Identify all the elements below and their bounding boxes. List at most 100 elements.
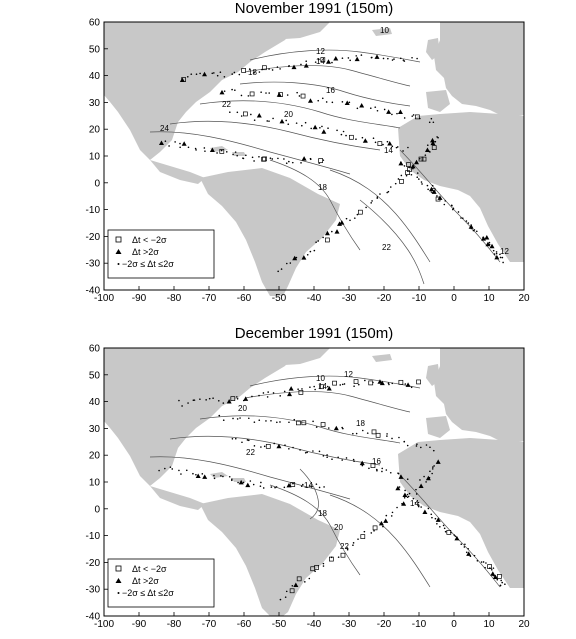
triangle-marker	[489, 243, 495, 249]
triangle-marker	[414, 159, 420, 165]
legend-label: Δt >2σ	[132, 247, 159, 257]
x-tick-label: -40	[307, 293, 322, 304]
y-tick-label: 20	[89, 451, 101, 462]
triangle-marker	[333, 56, 339, 61]
dot-marker	[391, 382, 394, 385]
triangle-marker	[243, 396, 249, 401]
square-marker	[418, 156, 424, 162]
dot-marker	[347, 57, 350, 59]
dot-marker	[309, 485, 311, 487]
triangle-marker	[435, 459, 441, 464]
dot-marker	[302, 483, 304, 486]
dot-marker	[411, 56, 413, 59]
dot-marker	[361, 429, 364, 432]
dot-marker	[266, 120, 269, 122]
dot-marker	[376, 197, 379, 199]
dot-marker	[357, 538, 359, 540]
y-tick-label: 60	[89, 344, 101, 355]
dot-marker	[345, 217, 348, 220]
triangle-marker	[383, 518, 389, 523]
triangle-marker	[377, 379, 383, 384]
dot-marker	[276, 66, 279, 68]
legend-label: Δt >2σ	[132, 576, 159, 586]
square-marker	[318, 158, 323, 163]
dot-marker	[253, 71, 255, 74]
dot-marker	[266, 396, 269, 398]
dot-marker	[313, 385, 315, 388]
dot-marker	[297, 388, 299, 390]
square-marker	[421, 156, 427, 162]
dot-marker	[260, 481, 262, 484]
y-tick-label: 0	[94, 504, 100, 515]
dot-marker	[488, 243, 491, 246]
dot-marker	[381, 470, 383, 473]
legend-label: −2σ ≤ Δt ≤2σ	[122, 588, 174, 598]
dot-marker	[403, 117, 406, 119]
square-marker	[241, 68, 246, 73]
triangle-marker	[202, 71, 208, 77]
triangle-marker	[238, 479, 244, 485]
y-axis: 60 50 40 30 20 10 0 -10 -20 -30 -40	[86, 18, 108, 297]
dot-marker	[396, 112, 398, 115]
dot-marker	[195, 73, 198, 76]
triangle-marker	[195, 473, 201, 478]
dot-marker	[213, 477, 216, 480]
dot-marker	[410, 386, 413, 389]
triangle-marker	[431, 189, 437, 194]
panel-title: December 1991 (150m)	[234, 325, 394, 342]
dot-marker	[296, 91, 298, 94]
y-tick-label: 30	[89, 98, 101, 109]
land-masses	[104, 348, 524, 616]
dot-marker	[283, 486, 286, 489]
x-tick-label: 0	[451, 293, 457, 304]
dot-marker	[379, 193, 381, 195]
triangle-marker	[158, 140, 164, 145]
x-tick-label: 0	[451, 619, 457, 630]
dot-marker	[363, 530, 366, 533]
dot-marker	[480, 561, 483, 563]
dot-marker	[419, 479, 421, 481]
x-tick-label: -10	[412, 619, 427, 630]
contour-label: 16	[372, 457, 381, 466]
dot-marker	[262, 487, 265, 489]
dot-marker	[288, 65, 290, 68]
triangle-marker	[430, 140, 436, 146]
dot-marker	[217, 399, 220, 402]
dot-marker	[223, 90, 226, 92]
dot-marker	[301, 388, 303, 390]
dot-marker	[467, 547, 469, 550]
contour-label: 22	[382, 243, 391, 252]
dot-marker	[220, 149, 223, 152]
y-tick-label: 0	[94, 178, 100, 189]
dot-marker	[403, 60, 406, 62]
triangle-marker	[492, 574, 498, 579]
square-marker	[219, 149, 225, 154]
dot-marker	[501, 581, 504, 584]
dot-marker	[353, 460, 355, 463]
dot-marker	[242, 481, 245, 484]
square-marker	[301, 420, 307, 426]
dot-marker	[312, 450, 314, 452]
dot-marker	[391, 113, 393, 116]
triangle-marker	[303, 63, 309, 68]
filled-triangle-icon	[115, 578, 122, 583]
dot-marker	[199, 398, 201, 400]
dot-marker	[470, 224, 472, 226]
dot-marker	[452, 208, 454, 211]
dot-marker	[236, 396, 238, 398]
dot-marker	[356, 213, 359, 216]
square-marker	[230, 396, 236, 401]
dot-marker	[216, 152, 218, 154]
dot-marker	[251, 156, 254, 159]
dot-marker	[434, 140, 437, 143]
contour-label: 12	[344, 370, 353, 379]
dot-marker	[178, 399, 180, 402]
dot-marker	[304, 451, 307, 454]
dot-marker	[463, 546, 466, 548]
dot-marker	[326, 385, 329, 388]
dot-marker	[397, 178, 400, 180]
x-axis: -100 -90 -80 -70 -60 -50 -40 -30 -20 -10 0 10 20	[94, 286, 530, 304]
contour-lines	[149, 375, 501, 588]
dot-marker	[283, 158, 285, 160]
contour-label: 22	[222, 100, 231, 109]
